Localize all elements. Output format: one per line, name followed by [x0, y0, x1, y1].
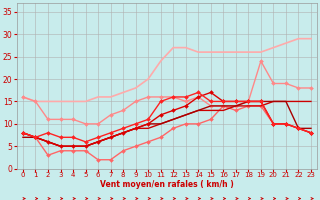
X-axis label: Vent moyen/en rafales ( km/h ): Vent moyen/en rafales ( km/h )	[100, 180, 234, 189]
